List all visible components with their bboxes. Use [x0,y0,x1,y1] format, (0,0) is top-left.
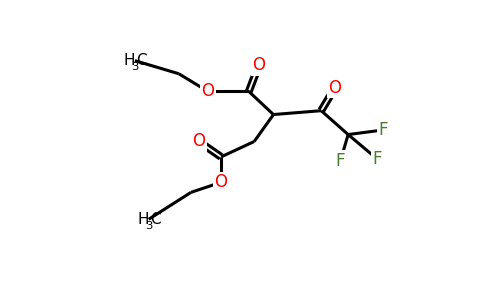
Text: O: O [252,56,265,74]
Text: O: O [214,173,227,191]
Text: O: O [192,133,205,151]
Text: H: H [137,212,149,227]
Text: C: C [150,212,161,227]
Text: H: H [123,53,135,68]
Text: F: F [336,152,345,170]
Text: O: O [329,79,342,97]
Text: F: F [379,121,388,139]
Text: 3: 3 [131,62,138,72]
Text: F: F [373,150,382,168]
Text: 3: 3 [145,221,152,231]
Text: O: O [201,82,214,100]
Text: C: C [136,53,147,68]
